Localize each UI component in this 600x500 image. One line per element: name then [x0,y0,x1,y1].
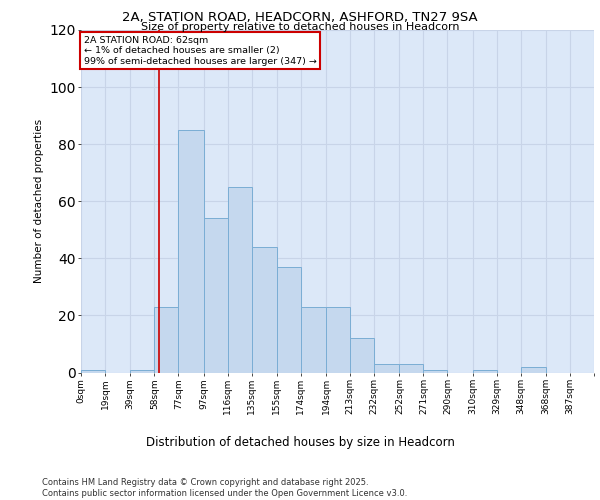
Bar [203,218,227,372]
Bar [374,364,400,372]
Bar [301,307,326,372]
Bar [81,370,105,372]
Bar [130,370,154,372]
Text: Distribution of detached houses by size in Headcorn: Distribution of detached houses by size … [146,436,454,449]
Bar [326,307,350,372]
Bar [227,187,251,372]
Bar [277,267,301,372]
Bar [400,364,424,372]
Bar [521,367,546,372]
Bar [154,307,178,372]
Bar [350,338,374,372]
Bar [178,130,203,372]
Bar [251,247,277,372]
Y-axis label: Number of detached properties: Number of detached properties [34,119,44,284]
Text: 2A, STATION ROAD, HEADCORN, ASHFORD, TN27 9SA: 2A, STATION ROAD, HEADCORN, ASHFORD, TN2… [122,11,478,24]
Bar [424,370,448,372]
Text: Size of property relative to detached houses in Headcorn: Size of property relative to detached ho… [141,22,459,32]
Bar [473,370,497,372]
Text: 2A STATION ROAD: 62sqm
← 1% of detached houses are smaller (2)
99% of semi-detac: 2A STATION ROAD: 62sqm ← 1% of detached … [83,36,316,66]
Text: Contains HM Land Registry data © Crown copyright and database right 2025.
Contai: Contains HM Land Registry data © Crown c… [42,478,407,498]
